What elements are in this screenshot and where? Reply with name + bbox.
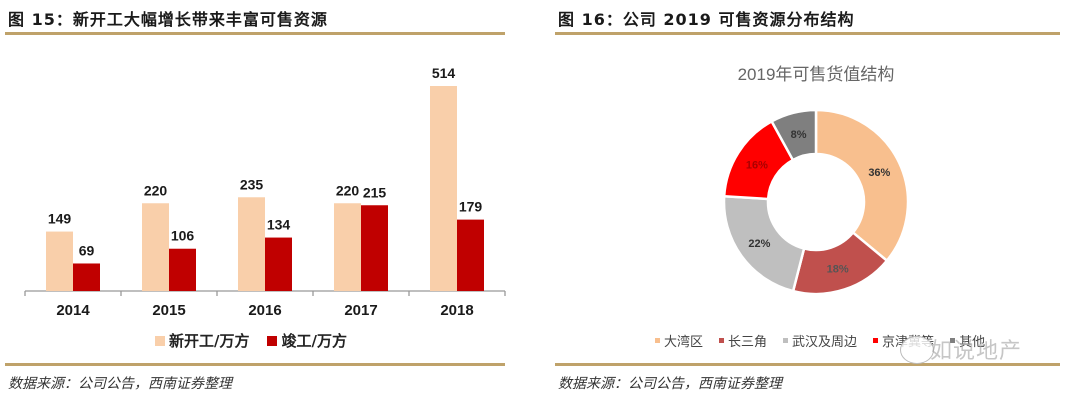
bar-value-label: 69: [79, 242, 95, 258]
figure-15-title: 图 15：新开工大幅增长带来丰富可售资源: [8, 10, 328, 29]
slice-percent-label: 18%: [827, 264, 849, 276]
slice-percent-label: 8%: [791, 129, 807, 141]
legend-item-completions: 竣工/万方: [267, 330, 347, 351]
bar-chart-legend: 新开工/万方 竣工/万方: [155, 330, 347, 351]
legend-swatch: [655, 338, 660, 343]
title-divider: [5, 32, 505, 35]
slice-percent-label: 36%: [868, 167, 890, 179]
x-tick-label: 2018: [440, 302, 473, 319]
bar-value-label: 220: [336, 182, 360, 198]
legend-label: 竣工/万方: [281, 332, 347, 350]
legend-swatch: [873, 338, 879, 343]
legend-label: 武汉及周边: [792, 335, 858, 350]
donut-chart: 2019年可售货值结构 36% 18% 22% 16% 8%: [722, 65, 910, 296]
source-divider: [555, 363, 1060, 366]
legend-swatch: [950, 338, 956, 343]
bar: [265, 237, 292, 291]
watermark-text: 如说地产: [930, 339, 1023, 364]
legend-label: 新开工/万方: [169, 332, 250, 350]
source-divider: [5, 363, 505, 366]
bar: [142, 203, 169, 291]
bar-value-label: 514: [432, 65, 456, 81]
bar: [169, 248, 196, 291]
x-tick-label: 2017: [344, 302, 377, 319]
legend-label: 其他: [959, 335, 986, 350]
bar: [238, 197, 265, 291]
bar: [457, 219, 484, 291]
legend-item-new-starts: 新开工/万方: [155, 330, 249, 351]
bar: [73, 263, 100, 291]
legend-item-greater-bay-area: 大湾区: [655, 331, 703, 350]
legend-swatch: [719, 338, 725, 343]
figure-15-panel: 图 15：新开工大幅增长带来丰富可售资源 149 69 2014 220 106 2015…: [5, 10, 506, 392]
bar-value-label: 106: [171, 228, 195, 244]
data-source-note: 数据来源：公司公告，西南证券整理: [8, 376, 232, 392]
legend-label: 大湾区: [664, 335, 704, 350]
donut-title: 2019年可售货值结构: [738, 65, 895, 84]
x-tick-label: 2016: [248, 302, 281, 319]
bar: [361, 205, 388, 291]
bar-value-label: 215: [363, 184, 387, 200]
legend-swatch: [783, 338, 789, 343]
bar-value-label: 134: [267, 217, 291, 233]
bar-value-label: 235: [240, 176, 264, 192]
legend-item-wuhan: 武汉及周边: [783, 331, 857, 350]
bar: [46, 231, 73, 291]
bar: [430, 86, 457, 291]
watermark-logo-icon: [900, 336, 934, 364]
legend-item-yangtze-delta: 长三角: [719, 331, 767, 350]
figure-16-title: 图 16：公司 2019 可售资源分布结构: [558, 10, 855, 29]
legend-item-other: 其他: [950, 331, 985, 350]
data-source-note: 数据来源：公司公告，西南证券整理: [558, 376, 782, 392]
slice-percent-label: 22%: [748, 238, 770, 250]
slice-percent-label: 16%: [746, 159, 768, 171]
figure-16-panel: 图 16：公司 2019 可售资源分布结构 数据来源：公司公告，西南证券整理: [540, 0, 1080, 400]
donut-slice: [814, 108, 910, 263]
bar-value-label: 179: [459, 199, 483, 215]
legend-label: 长三角: [728, 335, 768, 350]
legend-swatch: [267, 335, 278, 346]
x-tick-label: 2014: [56, 302, 90, 319]
legend-swatch: [155, 335, 165, 346]
title-divider: [555, 32, 1060, 35]
x-tick-label: 2015: [152, 302, 185, 319]
bar-value-label: 220: [144, 182, 168, 198]
bar-value-label: 149: [48, 211, 72, 227]
donut-slice: [769, 108, 818, 162]
bar: [334, 203, 361, 291]
